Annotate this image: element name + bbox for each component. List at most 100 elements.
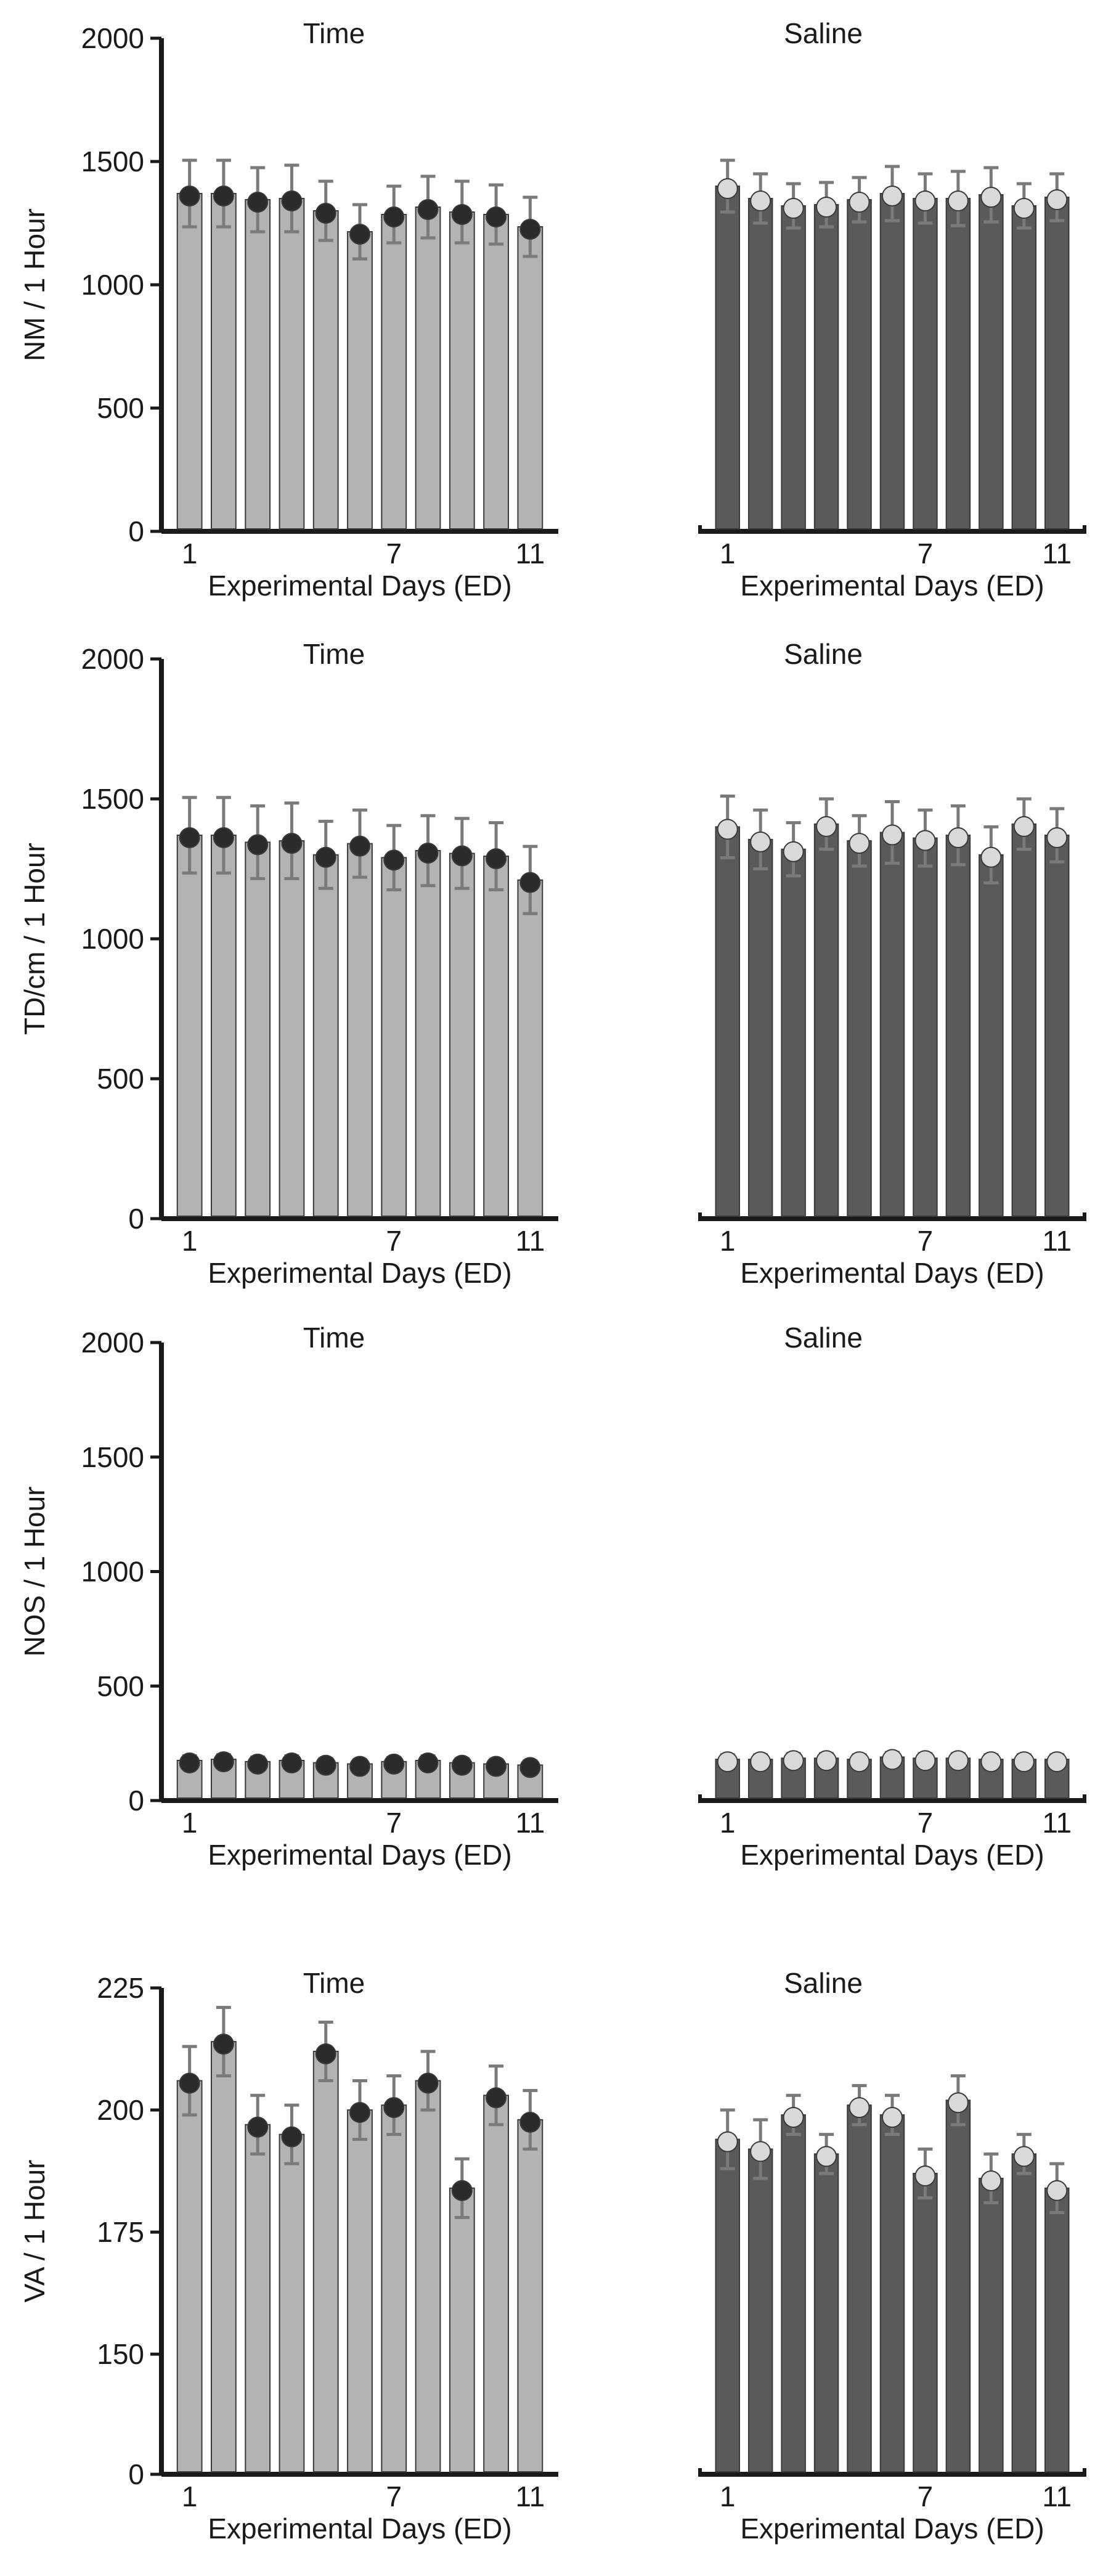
data-point [849, 833, 870, 854]
y-tick-label: 175 [97, 2216, 144, 2248]
y-tick-label: 0 [128, 2458, 144, 2490]
data-point [783, 198, 804, 219]
data-point [281, 833, 303, 854]
data-point [179, 827, 200, 849]
bar [913, 837, 938, 1217]
bar [715, 186, 740, 530]
data-point [1013, 2146, 1035, 2167]
bar [979, 194, 1004, 530]
chart-title: Time [303, 1322, 365, 1354]
x-tick-label: 1 [182, 1225, 198, 1257]
bar [211, 2041, 237, 2473]
data-point [179, 186, 200, 206]
data-point [882, 186, 903, 206]
data-point [179, 2072, 200, 2094]
y-tick-label: 225 [97, 1972, 144, 2004]
bar [381, 214, 407, 530]
bar [176, 2080, 203, 2472]
bar [781, 205, 806, 530]
bar [879, 832, 905, 1217]
bar [245, 2124, 271, 2473]
data-point [417, 199, 439, 220]
y-axis-label: NM / 1 Hour [18, 208, 51, 361]
x-axis-label: Experimental Days (ED) [208, 1839, 511, 1871]
x-tick-label: 11 [515, 538, 545, 570]
data-point [349, 1756, 370, 1777]
data-point [1013, 198, 1035, 219]
data-point [980, 1751, 1002, 1773]
data-point [349, 835, 370, 857]
data-point [783, 2106, 804, 2128]
bar [747, 838, 773, 1217]
chart-title: Saline [784, 17, 863, 49]
data-point [486, 2087, 507, 2109]
x-tick-label: 1 [720, 2480, 736, 2513]
bar [211, 835, 237, 1217]
bar [847, 840, 872, 1217]
data-point [383, 2097, 405, 2119]
bar [449, 211, 475, 530]
data-point [816, 2146, 837, 2167]
y-tick-label: 2000 [81, 643, 144, 675]
chart-nm-time: Time 0 500 1000 1500 2000 NM / 1 Hour 1 7 11Exper… [18, 17, 558, 602]
y-tick-label: 1000 [81, 1556, 144, 1588]
bar [347, 2109, 373, 2473]
data-point [315, 1754, 336, 1776]
data-point [849, 192, 870, 213]
x-tick-label: 7 [918, 1225, 934, 1257]
bar [279, 2133, 305, 2472]
data-point [519, 872, 541, 893]
bar [1044, 2187, 1070, 2472]
bar [245, 199, 271, 530]
x-tick-label: 7 [386, 1225, 402, 1257]
y-tick-label: 1500 [81, 145, 144, 178]
y-axis-label: VA / 1 Hour [18, 2160, 51, 2303]
y-tick-label: 500 [97, 1670, 144, 1702]
bar [847, 2104, 872, 2472]
data-point [717, 178, 738, 199]
data-point [914, 1750, 936, 1772]
data-point [849, 1751, 870, 1773]
x-axis-label: Experimental Days (ED) [740, 2513, 1044, 2545]
chart-title: Time [303, 638, 365, 670]
bar [517, 2119, 543, 2472]
bar [979, 854, 1004, 1217]
data-point [486, 206, 507, 227]
x-axis-label: Experimental Days (ED) [740, 1257, 1044, 1289]
y-tick-label: 200 [97, 2094, 144, 2126]
data-point [947, 2092, 969, 2114]
data-point [247, 834, 269, 856]
x-tick-label: 11 [1042, 1807, 1072, 1839]
bar [347, 231, 373, 530]
data-point [486, 1756, 507, 1777]
x-axis-label: Experimental Days (ED) [208, 570, 511, 602]
chart-title: Time [303, 1967, 365, 1999]
data-point [980, 846, 1002, 868]
y-tick-label: 150 [97, 2338, 144, 2370]
data-point [417, 2072, 439, 2094]
y-tick-label: 500 [97, 1063, 144, 1095]
y-tick-label: 0 [128, 1203, 144, 1235]
data-point [882, 1749, 903, 1770]
data-point [816, 816, 837, 837]
bar [415, 206, 441, 530]
bar [1011, 2153, 1037, 2472]
bar [847, 199, 872, 530]
x-axis-label: Experimental Days (ED) [740, 570, 1044, 602]
data-point [947, 190, 969, 211]
x-tick-label: 11 [1042, 2480, 1072, 2513]
data-point [947, 827, 969, 849]
x-tick-label: 1 [182, 538, 198, 570]
y-tick-label: 500 [97, 392, 144, 424]
data-point [451, 845, 473, 867]
y-tick-label: 2000 [81, 22, 144, 54]
bar [945, 2100, 971, 2472]
y-tick-label: 2000 [81, 1327, 144, 1359]
data-point [816, 1750, 837, 1772]
bar [279, 198, 305, 530]
bar [415, 2080, 441, 2472]
